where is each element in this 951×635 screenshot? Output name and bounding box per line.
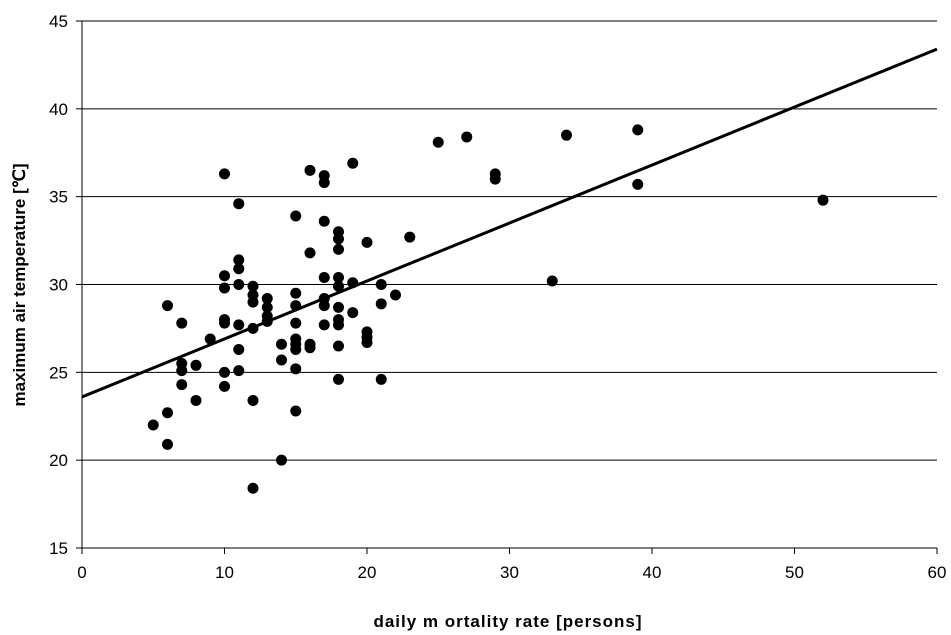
data-point xyxy=(404,231,416,243)
x-tick-label-50: 50 xyxy=(785,563,804,582)
data-point xyxy=(219,168,230,180)
data-point xyxy=(261,315,273,327)
y-axis-title: maximum air temperature [℃] xyxy=(10,164,29,407)
data-point xyxy=(247,482,259,494)
x-tick-label-10: 10 xyxy=(215,563,234,582)
data-point xyxy=(333,233,344,245)
y-tick-label-15: 15 xyxy=(49,539,68,558)
data-point xyxy=(219,380,230,392)
data-point xyxy=(318,319,330,331)
gridlines xyxy=(82,20,937,461)
y-tick-label-30: 30 xyxy=(49,276,68,295)
data-point xyxy=(375,279,387,290)
x-tick-label-20: 20 xyxy=(358,563,377,582)
y-tick-label-45: 45 xyxy=(49,12,68,31)
data-point xyxy=(233,319,245,331)
data-point xyxy=(176,365,188,377)
data-points xyxy=(147,124,829,494)
data-point xyxy=(290,343,302,355)
data-point xyxy=(247,296,259,308)
data-point xyxy=(304,342,316,354)
data-point xyxy=(147,419,159,431)
data-point xyxy=(219,282,230,294)
data-point xyxy=(233,343,245,355)
data-point xyxy=(546,275,558,287)
data-point xyxy=(632,124,644,136)
data-point xyxy=(461,131,473,143)
data-point xyxy=(276,354,287,366)
data-point xyxy=(190,359,202,371)
data-point xyxy=(261,301,273,313)
data-point xyxy=(333,271,344,283)
data-point xyxy=(176,317,188,329)
data-point xyxy=(347,307,359,319)
x-tick-label-60: 60 xyxy=(928,563,947,582)
trendline xyxy=(81,47,938,399)
data-point xyxy=(176,379,188,391)
y-tick-label-20: 20 xyxy=(49,451,68,470)
data-point xyxy=(561,129,572,141)
data-point xyxy=(204,333,216,345)
data-point xyxy=(290,210,302,222)
data-point xyxy=(190,394,202,406)
data-point xyxy=(247,280,259,292)
x-tick-label-40: 40 xyxy=(643,563,662,582)
data-point xyxy=(318,215,330,227)
x-tick-label-0: 0 xyxy=(77,563,86,582)
axes xyxy=(76,20,938,554)
data-point xyxy=(233,279,245,290)
data-point xyxy=(333,319,344,331)
data-point xyxy=(261,293,273,305)
data-point xyxy=(333,280,344,292)
data-point xyxy=(219,366,230,378)
data-point xyxy=(333,301,344,313)
data-point xyxy=(318,271,330,283)
data-point xyxy=(390,289,401,301)
data-point xyxy=(162,438,173,450)
data-point xyxy=(333,243,344,255)
data-point xyxy=(632,178,644,190)
data-point xyxy=(361,336,373,348)
data-point xyxy=(817,194,829,206)
data-point xyxy=(318,300,330,312)
data-point xyxy=(375,373,387,385)
data-point xyxy=(162,407,173,419)
data-point xyxy=(219,270,230,282)
data-point xyxy=(233,254,245,266)
x-axis-title: daily m ortality rate [persons] xyxy=(373,612,642,631)
data-point xyxy=(233,365,245,377)
data-point xyxy=(290,363,302,375)
data-point xyxy=(290,287,302,299)
tick-labels: 15 20 25 30 35 40 45 0 10 20 30 40 50 60 xyxy=(49,12,946,582)
trendline-layer xyxy=(81,47,938,399)
data-point xyxy=(333,340,344,352)
data-point xyxy=(347,157,359,169)
y-tick-label-40: 40 xyxy=(49,100,68,119)
data-point xyxy=(432,136,444,148)
y-tick-label-35: 35 xyxy=(49,188,68,207)
data-point xyxy=(162,300,173,312)
data-point xyxy=(304,164,316,176)
data-point xyxy=(276,454,287,466)
data-point xyxy=(304,247,316,259)
data-point xyxy=(276,338,287,350)
data-point xyxy=(290,317,302,329)
data-point xyxy=(361,236,373,248)
data-point xyxy=(233,263,245,275)
x-tick-label-30: 30 xyxy=(500,563,519,582)
data-point xyxy=(290,300,302,312)
data-point xyxy=(290,405,302,417)
data-point xyxy=(219,317,230,329)
data-point xyxy=(489,173,501,185)
data-point xyxy=(247,394,259,406)
data-point xyxy=(375,298,387,310)
data-point xyxy=(333,373,344,385)
data-point xyxy=(347,277,359,289)
y-tick-label-25: 25 xyxy=(49,363,68,382)
data-point xyxy=(318,177,330,189)
data-point xyxy=(247,322,259,334)
data-point xyxy=(233,198,245,210)
